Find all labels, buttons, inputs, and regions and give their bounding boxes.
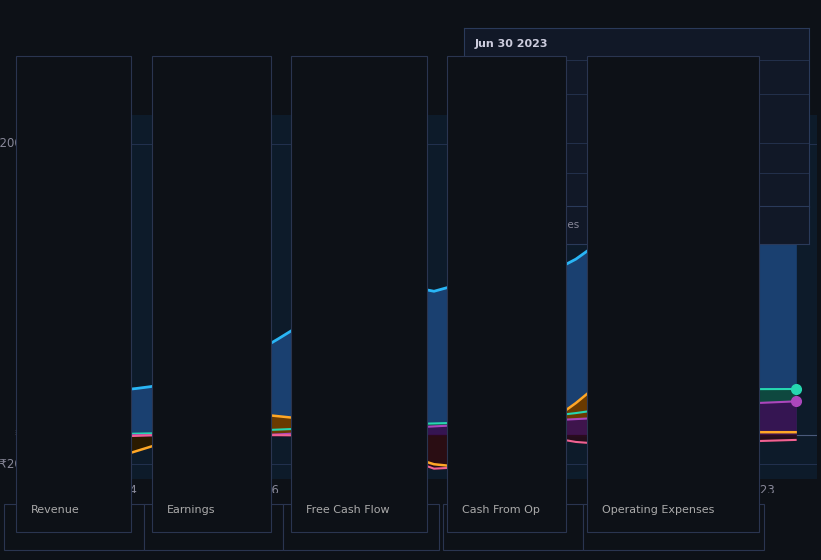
Text: No data: No data	[622, 181, 663, 191]
Text: Free Cash Flow: Free Cash Flow	[306, 505, 390, 515]
Text: No data: No data	[622, 152, 663, 162]
Text: Free Cash Flow: Free Cash Flow	[318, 521, 401, 531]
Text: profit margin: profit margin	[677, 122, 746, 132]
Text: ₹0: ₹0	[14, 428, 30, 442]
Text: Cash From Op: Cash From Op	[475, 181, 548, 191]
Text: ₹23.650b: ₹23.650b	[622, 220, 677, 230]
Text: /yr: /yr	[726, 102, 740, 112]
Text: Free Cash Flow: Free Cash Flow	[475, 152, 553, 162]
Text: 17.4%: 17.4%	[622, 122, 659, 132]
Bar	[583, 504, 764, 550]
Text: /yr: /yr	[716, 220, 730, 230]
Text: Operating Expenses: Operating Expenses	[602, 505, 714, 515]
Text: Operating Expenses: Operating Expenses	[475, 220, 580, 230]
Text: /yr: /yr	[726, 71, 740, 81]
Bar	[4, 504, 144, 550]
Text: Earnings: Earnings	[475, 102, 520, 112]
Text: Revenue: Revenue	[475, 71, 520, 81]
Text: Revenue: Revenue	[31, 505, 80, 515]
Text: Operating Expenses: Operating Expenses	[617, 521, 730, 531]
Bar	[144, 504, 283, 550]
Bar	[443, 504, 583, 550]
Text: Revenue: Revenue	[39, 521, 87, 531]
Text: Cash From Op: Cash From Op	[478, 521, 556, 531]
Text: Earnings: Earnings	[167, 505, 215, 515]
Text: -₹20b: -₹20b	[0, 458, 30, 471]
Text: Cash From Op: Cash From Op	[462, 505, 540, 515]
Text: ₹200b: ₹200b	[0, 137, 30, 151]
Text: Earnings: Earnings	[178, 521, 227, 531]
Text: ₹31.573b: ₹31.573b	[622, 102, 677, 112]
Text: Jun 30 2023: Jun 30 2023	[475, 39, 548, 49]
Bar	[283, 504, 439, 550]
Text: ₹181.268b: ₹181.268b	[622, 71, 685, 81]
